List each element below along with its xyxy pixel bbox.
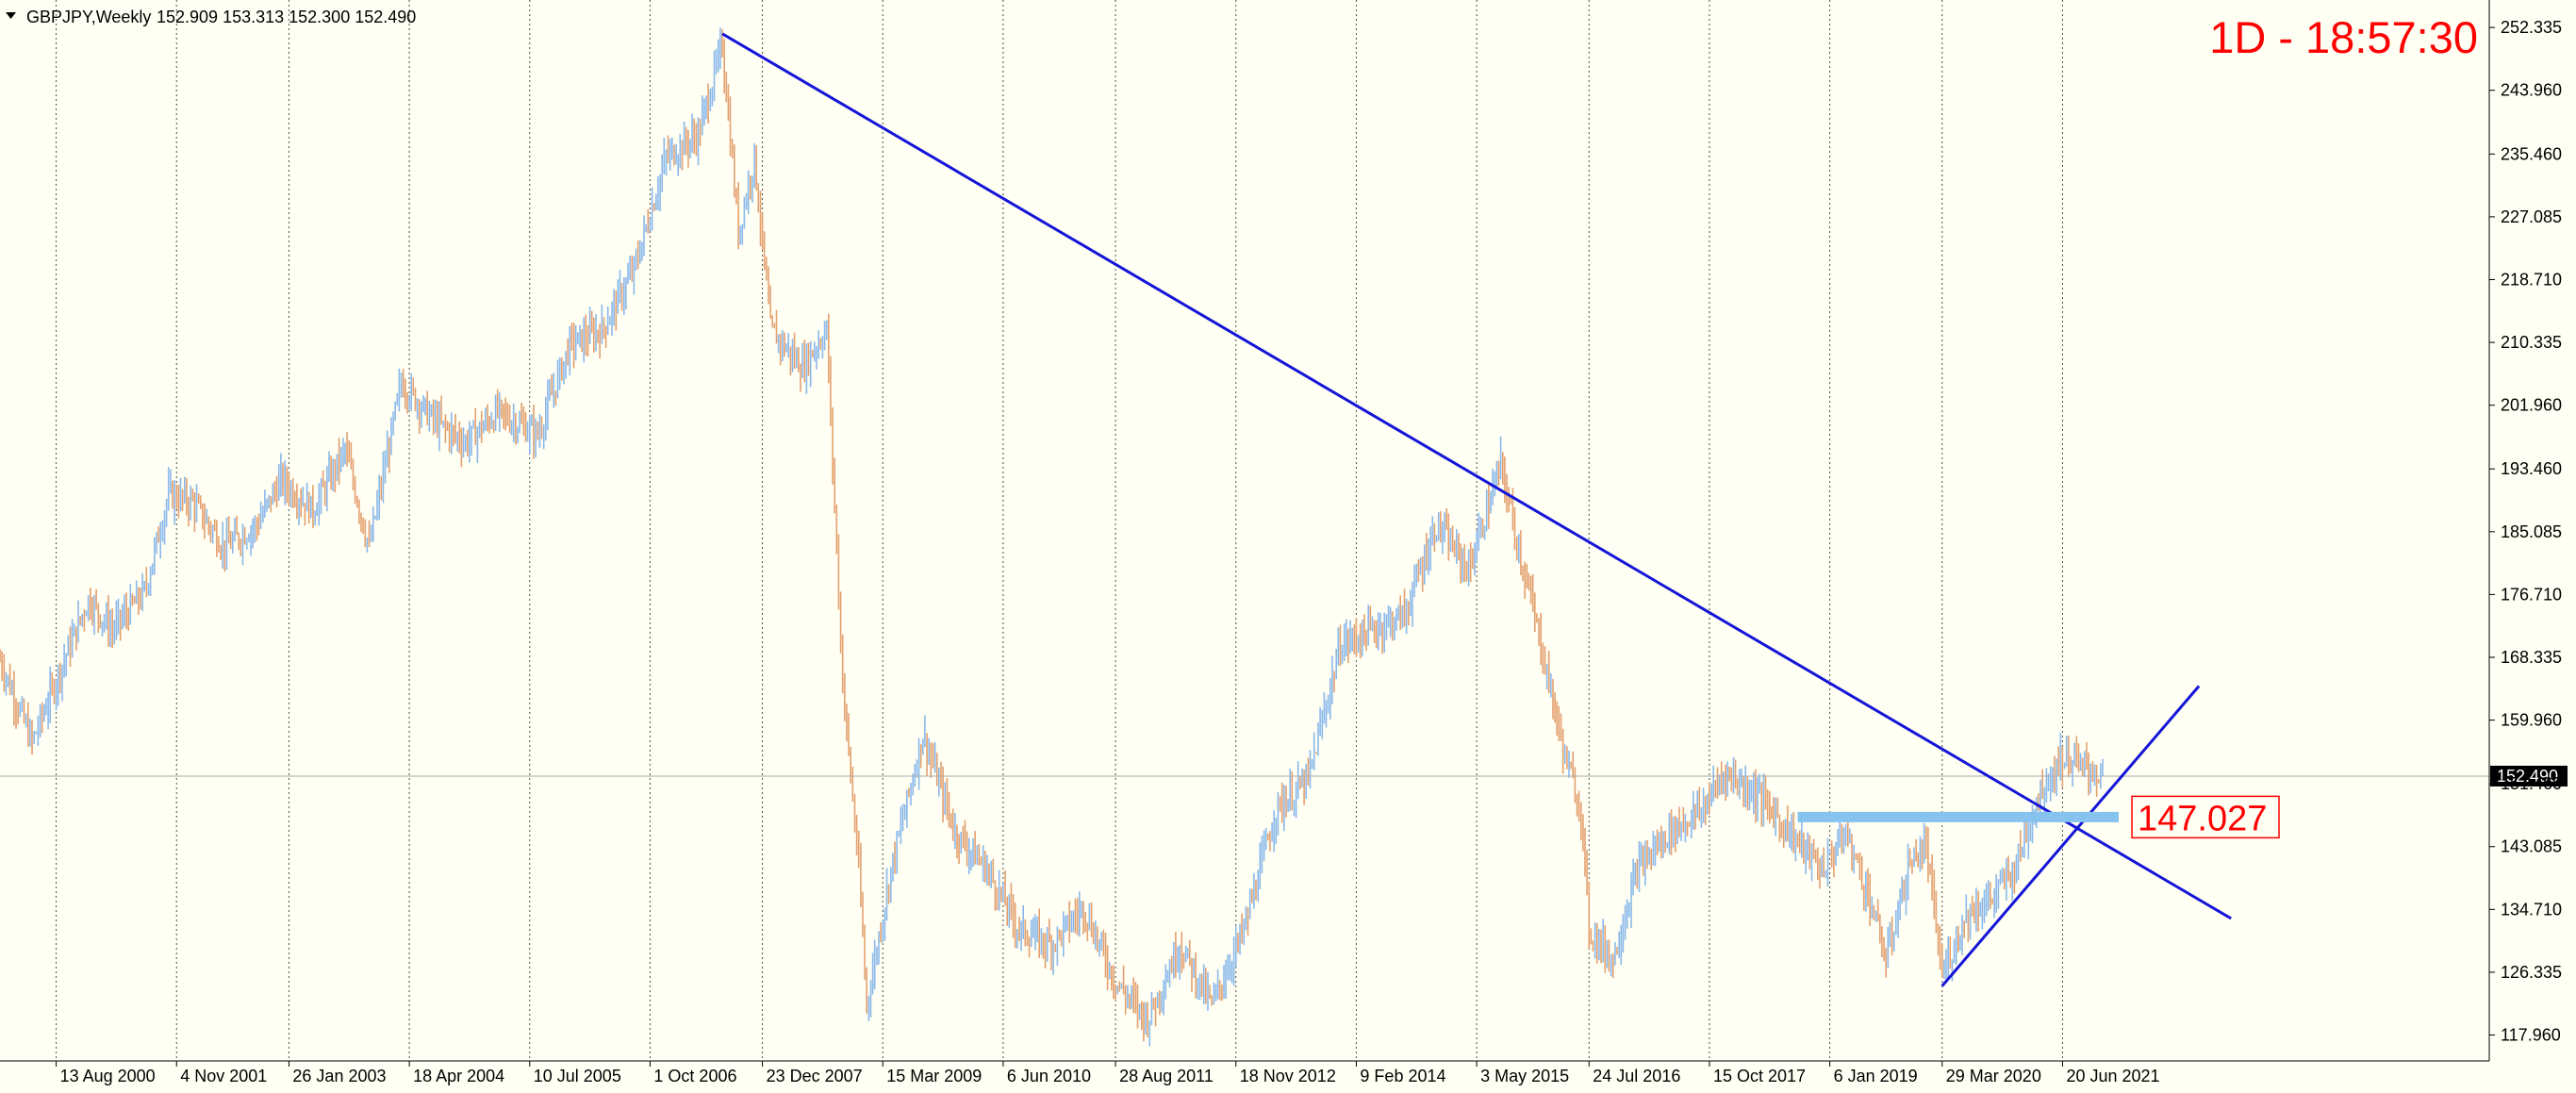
y-tick-label: 227.085 (2501, 207, 2562, 226)
x-tick-label: 10 Jul 2005 (534, 1067, 621, 1085)
x-tick-label: 3 May 2015 (1480, 1067, 1569, 1085)
triangle-down-icon[interactable] (6, 12, 16, 19)
current-price-label: 152.490 (2497, 767, 2558, 786)
ohlc-values: 152.909 153.313 152.300 152.490 (157, 8, 416, 26)
symbol-label: GBPJPY,Weekly (26, 8, 151, 26)
annotation-layer[interactable]: 152.490 147.027 (0, 32, 2568, 987)
x-tick-label: 18 Apr 2004 (413, 1067, 504, 1085)
x-tick-label: 13 Aug 2000 (60, 1067, 156, 1085)
current-price-box (2490, 765, 2568, 787)
y-tick-label: 117.960 (2501, 1025, 2561, 1044)
x-tick-label: 28 Aug 2011 (1119, 1067, 1214, 1085)
y-tick-label: 210.335 (2501, 333, 2562, 352)
y-tick-label: 159.960 (2501, 711, 2562, 730)
level-label: 147.027 (2138, 799, 2267, 838)
y-tick-label: 151.460 (2501, 774, 2562, 793)
y-tick-label: 168.335 (2501, 648, 2562, 667)
y-tick-label: 126.335 (2501, 963, 2562, 982)
x-tick-label: 26 Jan 2003 (292, 1067, 386, 1085)
x-tick-label: 29 Mar 2020 (1946, 1067, 2041, 1085)
x-tick-label: 24 Jul 2016 (1593, 1067, 1680, 1085)
y-tick-label: 176.710 (2501, 585, 2562, 604)
y-tick-label: 235.460 (2501, 144, 2562, 163)
y-tick-label: 252.335 (2501, 18, 2562, 37)
chart-header: GBPJPY,Weekly 152.909 153.313 152.300 15… (6, 8, 416, 26)
x-tick-label: 20 Jun 2021 (2066, 1067, 2159, 1085)
x-tick-label: 4 Nov 2001 (180, 1067, 267, 1085)
y-tick-label: 201.960 (2501, 396, 2562, 415)
y-tick-label: 143.085 (2501, 837, 2562, 856)
trendline[interactable] (721, 32, 2232, 920)
x-tick-label: 6 Jun 2010 (1007, 1067, 1091, 1085)
y-tick-label: 218.710 (2501, 270, 2562, 289)
x-tick-label: 1 Oct 2006 (653, 1067, 736, 1085)
candle-layer (0, 27, 2104, 1047)
x-tick-label: 9 Feb 2014 (1360, 1067, 1445, 1085)
x-tick-label: 18 Nov 2012 (1240, 1067, 1336, 1085)
x-tick-label: 6 Jan 2019 (1834, 1067, 1918, 1085)
x-tick-label: 15 Mar 2009 (886, 1067, 982, 1085)
trendline[interactable] (1940, 685, 2201, 987)
y-tick-label: 134.710 (2501, 900, 2562, 919)
timer-label: 1D - 18:57:30 (2209, 12, 2478, 62)
level-label-box (2131, 795, 2280, 839)
x-tick-label: 15 Oct 2017 (1713, 1067, 1806, 1085)
y-tick-label: 243.960 (2501, 81, 2562, 100)
y-tick-label: 193.460 (2501, 459, 2562, 478)
x-tick-label: 23 Dec 2007 (767, 1067, 863, 1085)
y-tick-label: 185.085 (2501, 522, 2562, 541)
